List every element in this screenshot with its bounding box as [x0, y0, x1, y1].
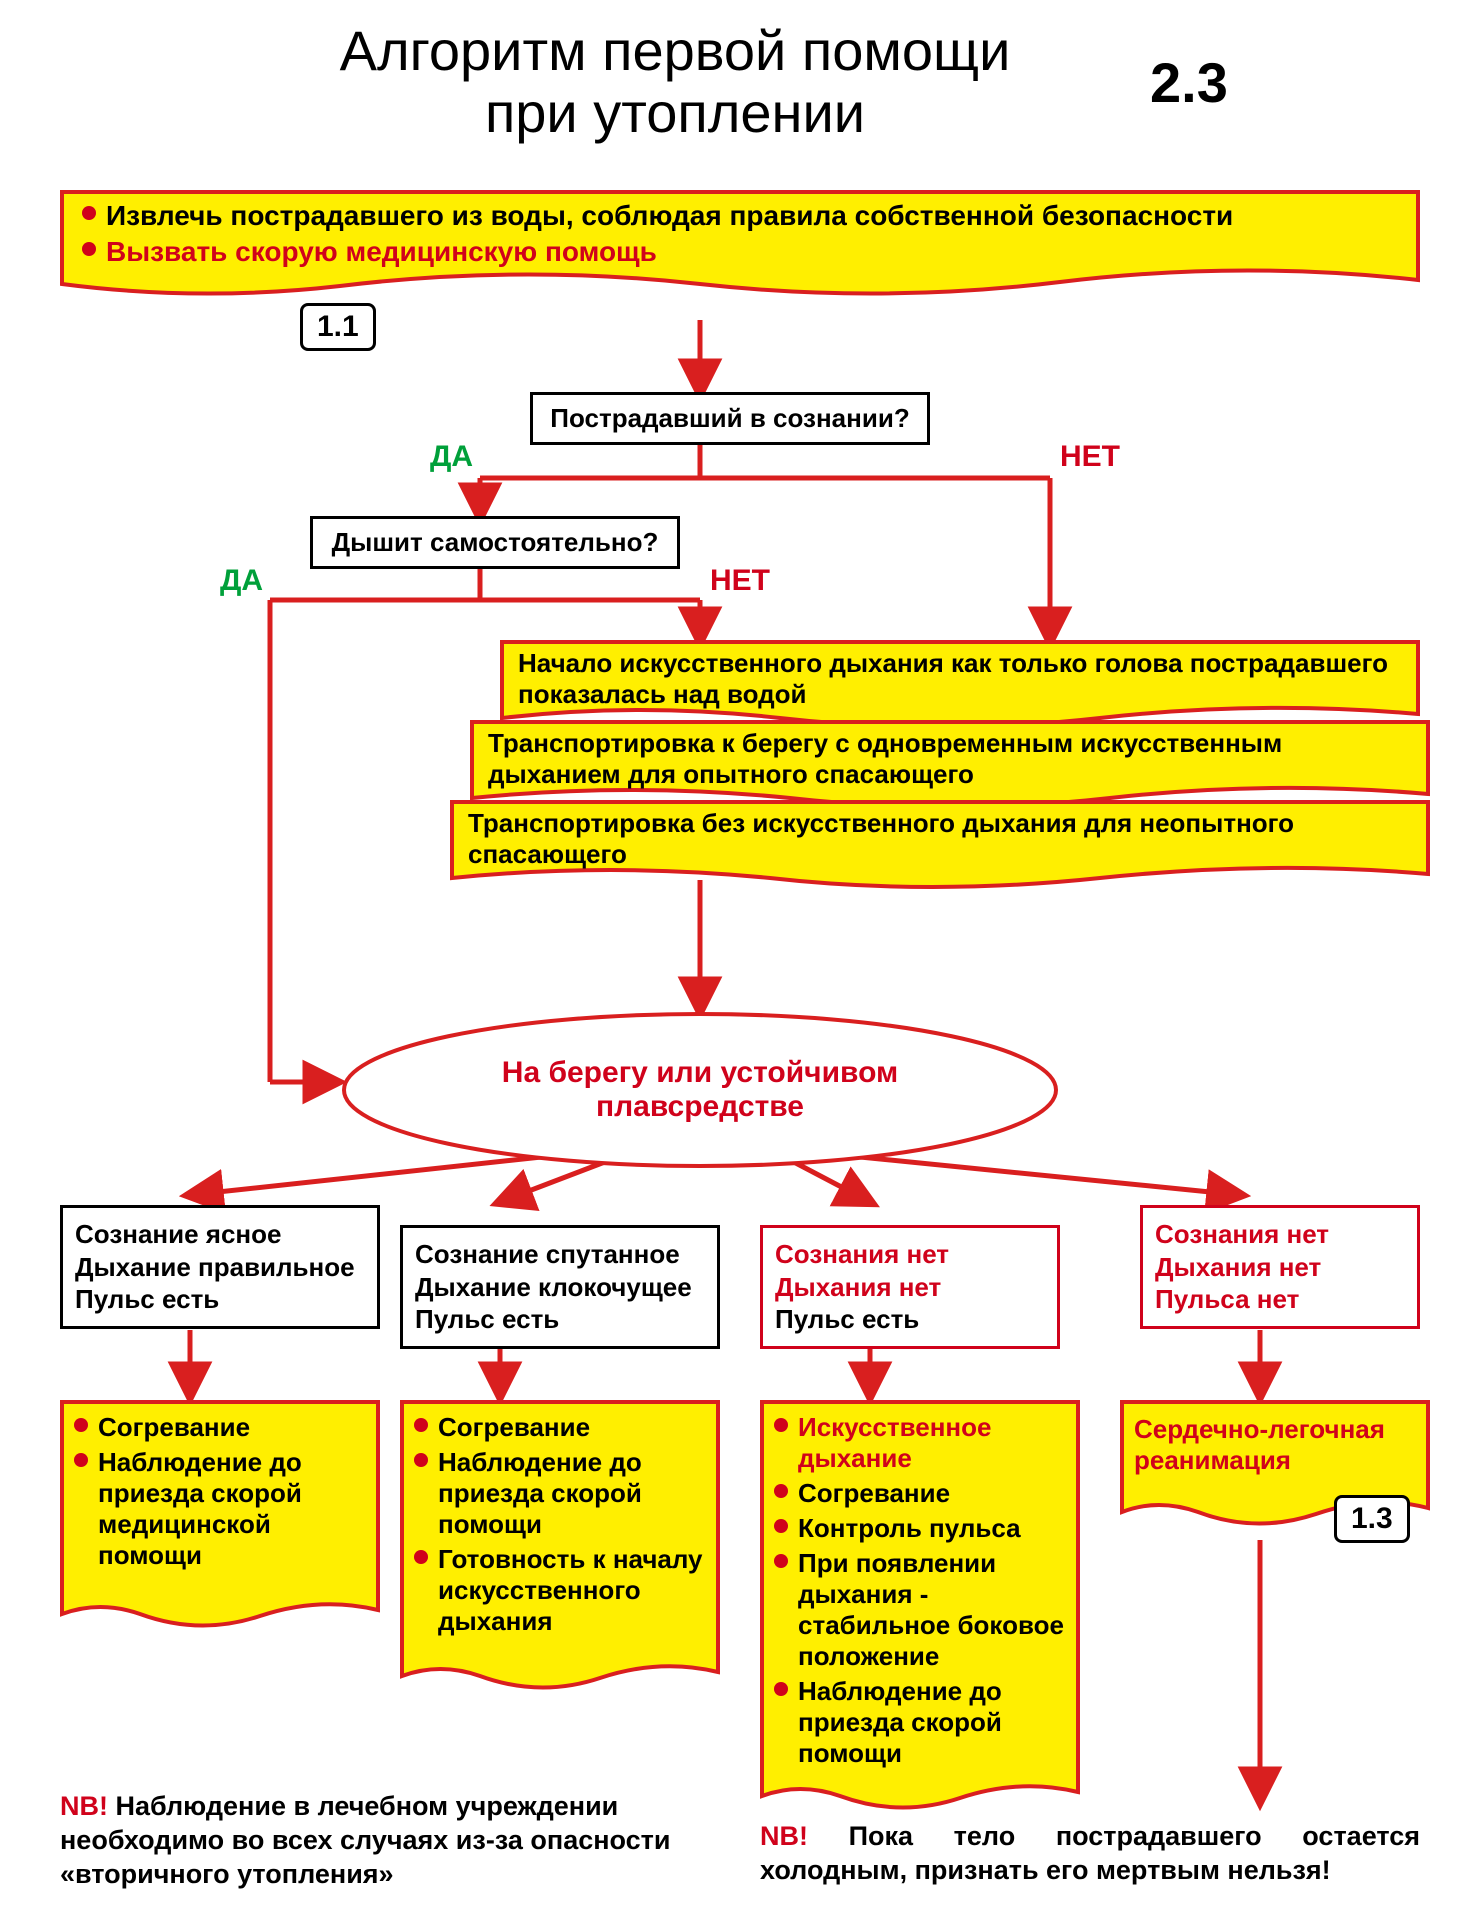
- status-4: Сознания нет Дыхания нет Пульса нет: [1140, 1205, 1420, 1329]
- rescue-step-1-text: Начало искусственного дыхания как только…: [518, 648, 1402, 710]
- a3-i1: Согревание: [798, 1478, 950, 1509]
- bullet-icon: [414, 1453, 428, 1467]
- status-1: Сознание ясное Дыхание правильное Пульс …: [60, 1205, 380, 1329]
- banner-item-0-text: Извлечь пострадавшего из воды, соблюдая …: [106, 200, 1233, 232]
- action-2-body: Согревание Наблюдение до приезда скорой …: [414, 1412, 706, 1641]
- bullet-icon: [774, 1554, 788, 1568]
- action-2: Согревание Наблюдение до приезда скорой …: [400, 1400, 720, 1730]
- ref-1-1: 1.1: [300, 303, 376, 351]
- label-yes-1: ДА: [430, 440, 473, 474]
- bullet-icon: [82, 242, 96, 256]
- a3-i2: Контроль пульса: [798, 1513, 1021, 1544]
- shore-ellipse: На берегу или устойчивом плавсредстве: [340, 1010, 1060, 1170]
- bullet-icon: [74, 1453, 88, 1467]
- label-no-2: НЕТ: [710, 564, 770, 598]
- bullet-icon: [774, 1519, 788, 1533]
- bullet-icon: [74, 1418, 88, 1432]
- status-4-l2: Пульса нет: [1155, 1283, 1405, 1316]
- action-1: Согревание Наблюдение до приезда скорой …: [60, 1400, 380, 1670]
- bullet-icon: [774, 1484, 788, 1498]
- nb-left-prefix: NB!: [60, 1791, 108, 1821]
- action-1-body: Согревание Наблюдение до приезда скорой …: [74, 1412, 366, 1575]
- section-number: 2.3: [1150, 50, 1228, 115]
- label-yes-2: ДА: [220, 564, 263, 598]
- status-3-l0: Сознания нет: [775, 1238, 1045, 1271]
- q-breathing: Дышит самостоятельно?: [310, 516, 680, 569]
- status-1-l2: Пульс есть: [75, 1283, 365, 1316]
- nb-left: NB! Наблюдение в лечебном учреждении нео…: [60, 1790, 700, 1891]
- status-2-l2: Пульс есть: [415, 1303, 705, 1336]
- status-1-l0: Сознание ясное: [75, 1218, 365, 1251]
- q-conscious-text: Пострадавший в сознании?: [550, 403, 909, 433]
- rescue-step-3: Транспортировка без искусственного дыхан…: [450, 800, 1430, 900]
- bullet-icon: [82, 206, 96, 220]
- nb-right: NB! Пока тело пострадавшего остается хол…: [760, 1820, 1420, 1888]
- shore-ellipse-text: На берегу или устойчивом плавсредстве: [340, 1010, 1060, 1170]
- banner-text: Извлечь пострадавшего из воды, соблюдая …: [82, 200, 1402, 272]
- a1-i1: Наблюдение до приезда скорой медицинской…: [98, 1447, 366, 1571]
- bullet-icon: [774, 1418, 788, 1432]
- ref-1-3: 1.3: [1334, 1495, 1410, 1543]
- status-2: Сознание спутанное Дыхание клокочущее Пу…: [400, 1225, 720, 1349]
- action-4-text: Сердечно-легочная реанимация: [1134, 1414, 1416, 1476]
- action-3: Искусственное дыхание Согревание Контрол…: [760, 1400, 1080, 1840]
- action-3-body: Искусственное дыхание Согревание Контрол…: [774, 1412, 1066, 1773]
- status-3: Сознания нет Дыхания нет Пульс есть: [760, 1225, 1060, 1349]
- a3-i4: Наблюдение до приезда скорой помощи: [798, 1676, 1066, 1769]
- rescue-step-2-text: Транспортировка к берегу с одновременным…: [488, 728, 1412, 790]
- nb-right-prefix: NB!: [760, 1821, 808, 1851]
- top-banner: Извлечь пострадавшего из воды, соблюдая …: [60, 190, 1420, 325]
- a2-i0: Согревание: [438, 1412, 590, 1443]
- status-1-l1: Дыхание правильное: [75, 1251, 365, 1284]
- q-conscious: Пострадавший в сознании?: [530, 392, 930, 445]
- rescue-step-3-text: Транспортировка без искусственного дыхан…: [468, 808, 1412, 870]
- a3-i0: Искусственное дыхание: [798, 1412, 1066, 1474]
- status-4-l1: Дыхания нет: [1155, 1251, 1405, 1284]
- banner-item-0: Извлечь пострадавшего из воды, соблюдая …: [82, 200, 1402, 232]
- a2-i2: Готовность к началу искусственного дыхан…: [438, 1544, 706, 1637]
- status-2-l0: Сознание спутанное: [415, 1238, 705, 1271]
- q-breathing-text: Дышит самостоятельно?: [332, 527, 659, 557]
- a1-i0: Согревание: [98, 1412, 250, 1443]
- label-no-1: НЕТ: [1060, 440, 1120, 474]
- nb-left-text: Наблюдение в лечебном учреждении необход…: [60, 1791, 671, 1889]
- nb-right-text: Пока тело пострадавшего остается холодны…: [760, 1821, 1420, 1885]
- title-line1: Алгоритм первой помощи: [340, 19, 1011, 82]
- status-4-l0: Сознания нет: [1155, 1218, 1405, 1251]
- a3-i3: При появлении дыхания - стабильное боков…: [798, 1548, 1066, 1672]
- title-line2: при утоплении: [485, 81, 865, 144]
- status-3-l2: Пульс есть: [775, 1303, 1045, 1336]
- a2-i1: Наблюдение до приезда скорой помощи: [438, 1447, 706, 1540]
- bullet-icon: [774, 1682, 788, 1696]
- bullet-icon: [414, 1550, 428, 1564]
- banner-item-1: Вызвать скорую медицинскую помощь: [82, 236, 1402, 268]
- bullet-icon: [414, 1418, 428, 1432]
- banner-item-1-text: Вызвать скорую медицинскую помощь: [106, 236, 657, 268]
- page-title: Алгоритм первой помощи при утоплении: [240, 20, 1110, 143]
- status-2-l1: Дыхание клокочущее: [415, 1271, 705, 1304]
- status-3-l1: Дыхания нет: [775, 1271, 1045, 1304]
